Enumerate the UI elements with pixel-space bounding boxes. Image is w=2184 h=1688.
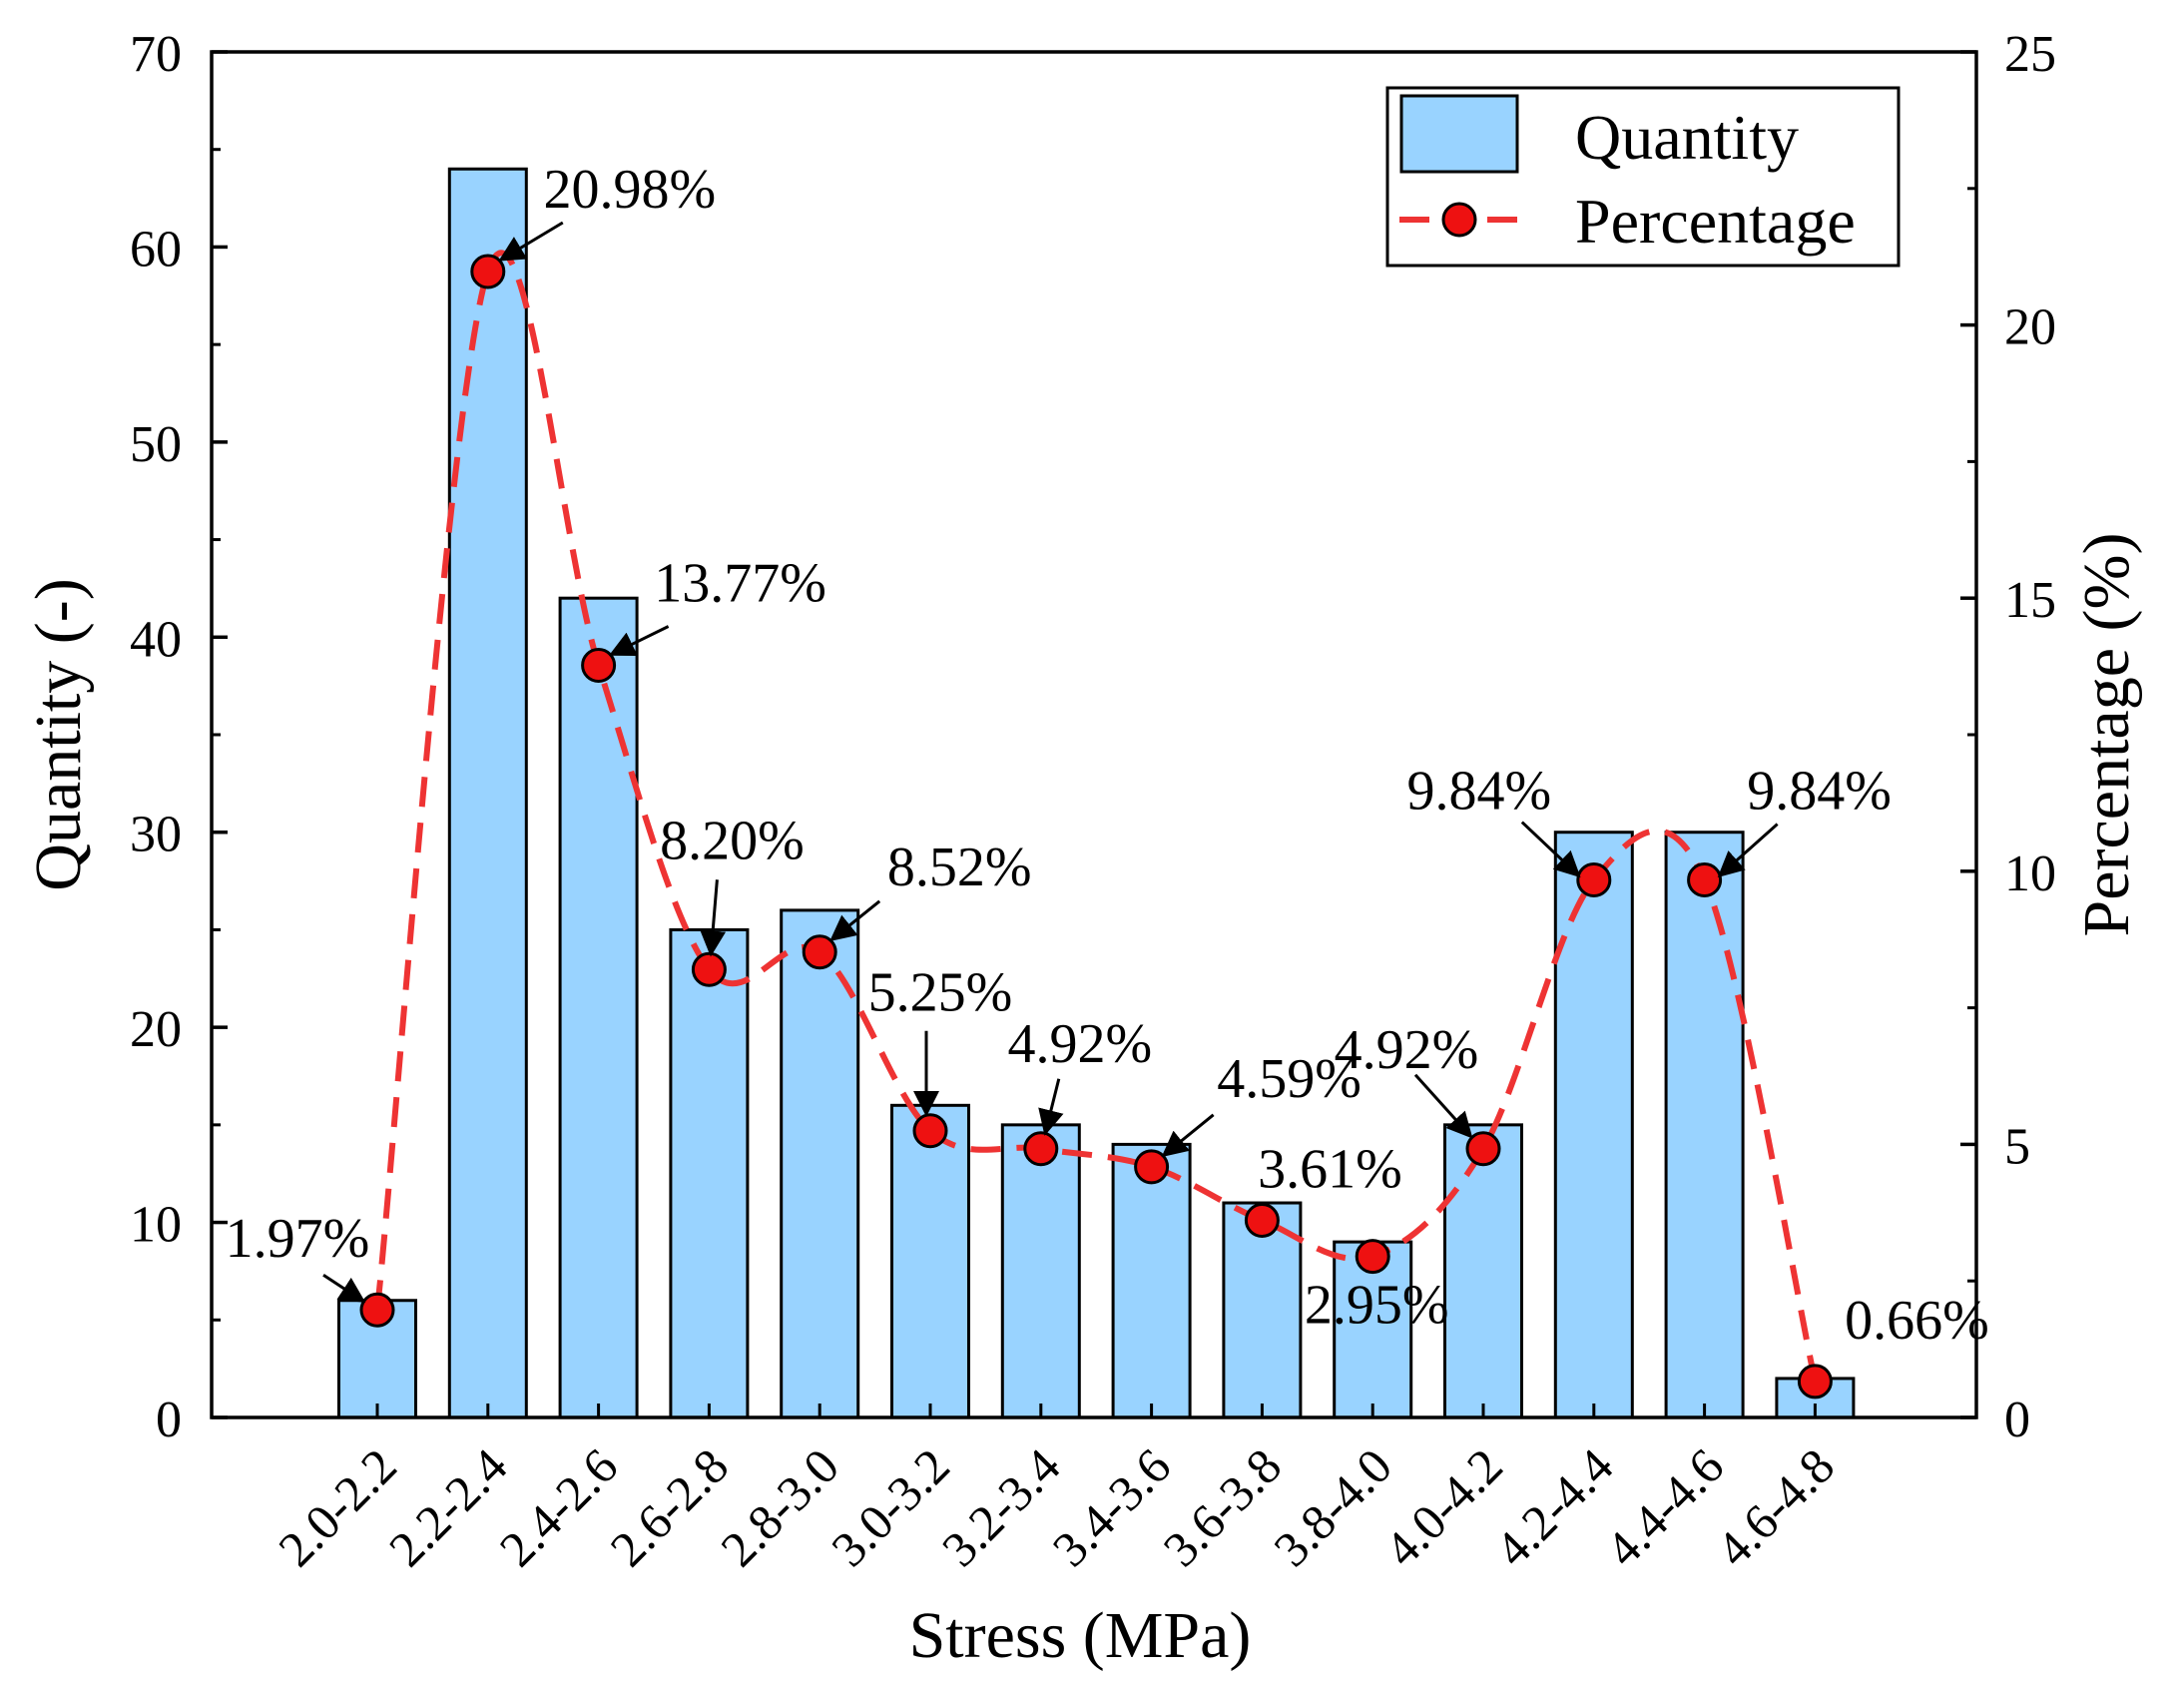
x-tick-label: 3.8-4.0 [1263, 1437, 1402, 1577]
percentage-point-4.0-4.2 [1465, 1131, 1501, 1167]
percentage-point-3.6-3.8 [1244, 1202, 1280, 1238]
x-tick-label: 4.2-4.4 [1484, 1437, 1624, 1577]
y-left-tick-label: 0 [156, 1392, 182, 1448]
y-right-tick-label: 15 [2004, 572, 2056, 629]
bar-2.2-2.4 [447, 167, 528, 1419]
x-axis-title: Stress (MPa) [909, 1599, 1252, 1672]
data-label-2.4-2.6: 13.77% [654, 553, 826, 615]
y-axis-right-title: Percentage (%) [2070, 533, 2143, 937]
bar-2.6-2.8 [669, 927, 750, 1419]
percentage-point-4.2-4.4 [1576, 862, 1612, 898]
percentage-point-2.4-2.6 [581, 648, 617, 684]
x-tick-label: 3.2-3.4 [931, 1437, 1071, 1577]
percentage-line-layer [359, 250, 1833, 1400]
y-right-tick-label: 10 [2004, 845, 2056, 902]
percentage-point-2.6-2.8 [691, 951, 727, 987]
data-label-4.4-4.6: 9.84% [1747, 761, 1892, 823]
data-label-4.2-4.4: 9.84% [1406, 761, 1551, 823]
bar-2.4-2.6 [558, 596, 639, 1419]
x-tick-label: 4.4-4.6 [1595, 1437, 1735, 1577]
data-label-arrow-4.2-4.4 [1520, 821, 1581, 878]
x-tick-label: 2.2-2.4 [378, 1437, 518, 1577]
data-label-arrow-4.4-4.6 [1717, 823, 1779, 878]
data-label-2.8-3.0: 8.52% [887, 837, 1032, 898]
x-tick-label: 2.6-2.8 [599, 1437, 739, 1577]
bar-2.8-3.0 [780, 908, 860, 1419]
bar-4.2-4.4 [1553, 831, 1634, 1419]
data-label-2.6-2.8: 8.20% [660, 810, 805, 871]
y-left-tick-label: 30 [130, 807, 182, 863]
y-right-tick-label: 5 [2004, 1118, 2030, 1175]
x-tick-label: 3.6-3.8 [1152, 1437, 1292, 1577]
data-label-4.6-4.8: 0.66% [1845, 1290, 1989, 1352]
bar-3.8-4.0 [1333, 1240, 1413, 1419]
data-label-3.2-3.4: 4.92% [1007, 1013, 1152, 1075]
data-label-arrow-2.6-2.8 [700, 879, 727, 957]
x-tick-label: 3.4-3.6 [1042, 1437, 1182, 1577]
annotations-layer: 1.97%20.98%13.77%8.20% 8.52%5.25%4.92%4.5… [226, 159, 1989, 1352]
x-tick-label: 3.0-3.2 [820, 1437, 960, 1577]
y-axis-left-title: Quantity (-) [22, 578, 95, 890]
x-tick-label: 4.6-4.8 [1705, 1437, 1845, 1577]
y-left-tick-label: 40 [130, 611, 182, 668]
legend-quantity-swatch [1399, 94, 1519, 174]
percentage-point-2.2-2.4 [470, 254, 506, 289]
legend-percentage-marker [1441, 202, 1477, 238]
y-right-tick-label: 20 [2004, 299, 2056, 356]
percentage-point-2.8-3.0 [802, 934, 837, 970]
percentage-point-2.0-2.2 [359, 1292, 395, 1328]
percentage-point-3.0-3.2 [912, 1113, 948, 1149]
data-label-3.0-3.2: 5.25% [868, 962, 1013, 1024]
legend: Quantity Percentage [1385, 86, 1901, 268]
bar-3.4-3.6 [1111, 1142, 1192, 1419]
legend-quantity-label: Quantity [1575, 102, 1799, 173]
percentage-point-3.4-3.6 [1134, 1149, 1170, 1185]
data-label-arrow-4.0-4.2 [1413, 1073, 1473, 1139]
data-label-arrow-3.4-3.6 [1161, 1113, 1215, 1158]
bar-3.2-3.4 [1000, 1123, 1081, 1419]
data-label-arrow-3.2-3.4 [1038, 1078, 1064, 1136]
data-label-3.6-3.8: 3.61% [1258, 1138, 1402, 1200]
y-left-tick-label: 10 [130, 1197, 182, 1254]
x-tick-label: 4.0-4.2 [1373, 1437, 1513, 1577]
data-label-arrow-2.8-3.0 [829, 899, 881, 942]
percentage-point-4.4-4.6 [1687, 862, 1723, 898]
y-left-tick-label: 20 [130, 1001, 182, 1058]
bar-3.0-3.2 [890, 1103, 970, 1419]
y-left-tick-label: 50 [130, 416, 182, 473]
data-label-3.4-3.6: 4.59% [1217, 1048, 1362, 1110]
data-label-3.8-4.0: 2.95% [1305, 1275, 1449, 1337]
y-right-tick-label: 0 [2004, 1392, 2030, 1448]
data-label-arrow-2.0-2.2 [322, 1273, 366, 1304]
y-left-tick-label: 60 [130, 221, 182, 278]
bar-4.4-4.6 [1664, 831, 1745, 1419]
data-label-2.2-2.4: 20.98% [543, 159, 716, 221]
x-tick-label: 2.4-2.6 [489, 1437, 629, 1577]
legend-percentage-label: Percentage [1575, 186, 1856, 257]
y-left-tick-label: 70 [130, 26, 182, 83]
percentage-point-4.6-4.8 [1797, 1364, 1833, 1400]
percentage-point-3.2-3.4 [1023, 1131, 1059, 1167]
data-label-2.0-2.2: 1.97% [226, 1208, 370, 1270]
percentage-point-3.8-4.0 [1355, 1239, 1390, 1275]
y-right-tick-label: 25 [2004, 26, 2056, 83]
data-label-arrow-2.2-2.4 [498, 221, 564, 262]
x-tick-label: 2.8-3.0 [710, 1437, 849, 1577]
bars-layer [337, 167, 1856, 1419]
data-label-arrow-2.4-2.6 [608, 625, 670, 657]
x-tick-label: 2.0-2.2 [268, 1437, 407, 1577]
data-label-4.0-4.2: 4.92% [1335, 1019, 1479, 1081]
bar-4.0-4.2 [1443, 1123, 1523, 1419]
